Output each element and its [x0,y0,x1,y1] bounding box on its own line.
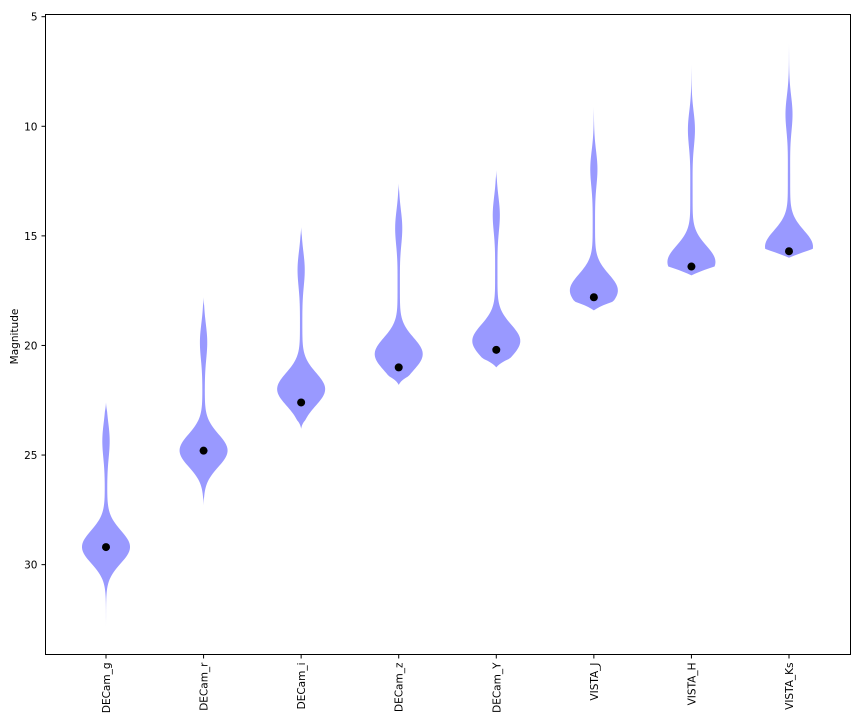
marker-DECam_z [394,363,403,372]
x-tick-label-DECam_r: DECam_r [199,662,211,711]
violin-DECam_g [82,402,130,627]
y-tick-label-10: 10 [24,121,37,133]
violins-layer [82,42,813,627]
x-tick-label-DECam_Y: DECam_Y [491,662,503,713]
marker-DECam_i [297,398,306,407]
x-tick-label-VISTA_Ks: VISTA_Ks [784,663,796,710]
marker-DECam_Y [492,345,501,354]
marker-VISTA_Ks [785,247,793,256]
x-tick-label-VISTA_J: VISTA_J [589,663,601,701]
y-tick-label-15: 15 [24,231,37,243]
y-axis-label: Magnitude [9,309,21,365]
x-tick-label-DECam_z: DECam_z [394,662,406,712]
violin-VISTA_J [569,106,618,311]
marker-DECam_r [199,446,208,455]
x-tick-label-DECam_i: DECam_i [296,663,308,710]
x-axis: DECam_g DECam_r DECam_i DECam_z DECam_Y VISTA… [101,654,796,714]
x-tick-label-DECam_g: DECam_g [101,663,113,714]
y-tick-label-30: 30 [24,560,37,572]
violin-VISTA_Ks [765,42,813,258]
violin-DECam_z [374,183,423,385]
marker-VISTA_H [687,262,696,271]
y-axis: 5 10 15 20 25 30 [24,12,46,572]
markers-layer [102,247,793,552]
violin-DECam_Y [472,170,521,368]
marker-DECam_g [102,543,110,552]
violin-DECam_i [277,227,326,429]
y-tick-label-5: 5 [31,12,38,24]
violin-DECam_r [179,297,228,506]
y-tick-label-25: 25 [24,450,37,462]
y-tick-label-20: 20 [24,340,37,352]
x-tick-label-VISTA_H: VISTA_H [686,663,698,706]
marker-VISTA_J [589,293,598,302]
plot-frame [45,14,851,655]
violin-VISTA_H [667,64,716,276]
